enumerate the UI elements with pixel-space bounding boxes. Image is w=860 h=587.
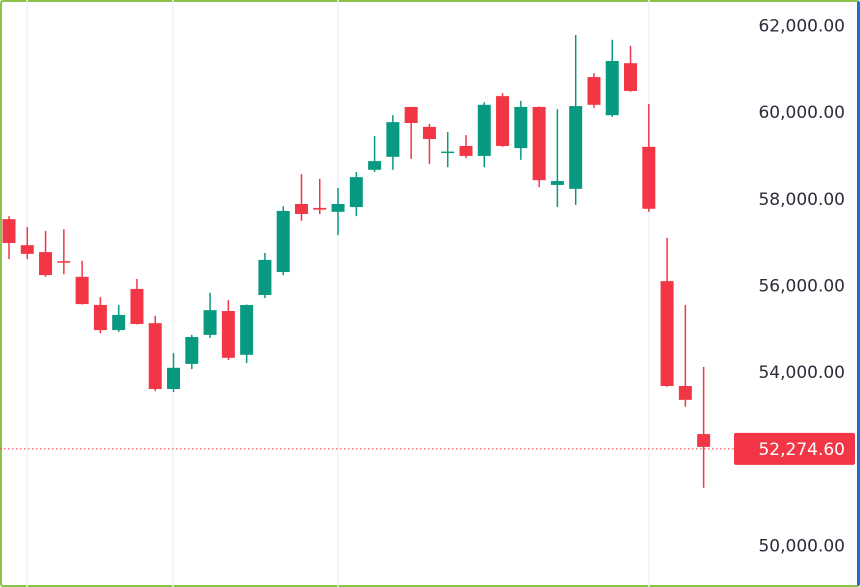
candle-up bbox=[240, 304, 254, 364]
candle-body bbox=[112, 314, 126, 331]
candle-down bbox=[422, 123, 436, 165]
candle-up bbox=[386, 115, 400, 170]
candle-down bbox=[2, 216, 16, 260]
last-price-box bbox=[734, 432, 855, 465]
candle-body bbox=[386, 122, 400, 157]
grid-lines bbox=[26, 0, 650, 587]
candle-down bbox=[130, 278, 144, 325]
candle-body bbox=[148, 323, 162, 390]
candle-body bbox=[203, 310, 217, 335]
candle-up bbox=[569, 35, 583, 205]
last-price-badge: 52,274.60 bbox=[734, 432, 855, 465]
last-price-label: 52,274.60 bbox=[758, 440, 845, 460]
candle-body bbox=[624, 63, 638, 91]
candle-up bbox=[167, 353, 181, 393]
candle-up bbox=[605, 39, 619, 117]
candle-up bbox=[550, 109, 564, 208]
candle-up bbox=[258, 252, 272, 299]
candle-down bbox=[294, 174, 308, 221]
candle-down bbox=[20, 226, 34, 260]
candle-body bbox=[404, 106, 418, 123]
candle-down bbox=[93, 297, 107, 334]
candle-body bbox=[368, 161, 382, 170]
y-tick-label: 56,000.00 bbox=[758, 276, 845, 296]
price-axis[interactable]: 62,000.00 60,000.00 58,000.00 56,000.00 … bbox=[758, 17, 845, 557]
candle-up bbox=[514, 100, 528, 160]
candle-down bbox=[532, 106, 546, 188]
y-tick-label: 58,000.00 bbox=[758, 190, 845, 210]
y-tick-label: 60,000.00 bbox=[758, 103, 845, 123]
candle-body bbox=[167, 367, 181, 390]
candle-body bbox=[313, 207, 327, 210]
candle-body bbox=[678, 385, 692, 400]
candle-down bbox=[57, 229, 71, 275]
y-tick-label: 50,000.00 bbox=[758, 536, 845, 556]
candle-body bbox=[697, 434, 711, 447]
candle-down bbox=[221, 300, 235, 360]
candle-body bbox=[569, 106, 583, 189]
candle-down bbox=[404, 106, 418, 159]
candle-body bbox=[587, 77, 601, 105]
candle-down bbox=[642, 103, 656, 212]
candle-body bbox=[294, 204, 308, 214]
candle-body bbox=[258, 259, 272, 295]
candle-up bbox=[477, 102, 491, 168]
candle-body bbox=[441, 151, 455, 154]
candle-body bbox=[532, 106, 546, 181]
candle-up bbox=[441, 132, 455, 168]
y-tick-label: 54,000.00 bbox=[758, 363, 845, 383]
candles bbox=[2, 35, 711, 488]
candle-down bbox=[39, 230, 53, 277]
candle-down bbox=[496, 93, 510, 147]
candle-body bbox=[459, 145, 473, 156]
candle-body bbox=[550, 181, 564, 185]
candle-down bbox=[624, 45, 638, 92]
candle-body bbox=[39, 252, 53, 276]
candle-body bbox=[660, 281, 674, 386]
candle-body bbox=[605, 61, 619, 116]
candle-up bbox=[349, 171, 363, 217]
candle-body bbox=[331, 204, 345, 212]
candle-down bbox=[459, 135, 473, 159]
candle-body bbox=[93, 304, 107, 331]
candle-body bbox=[514, 106, 528, 149]
candle-down bbox=[75, 260, 89, 305]
candle-body bbox=[477, 104, 491, 156]
candle-body bbox=[240, 304, 254, 355]
candle-body bbox=[276, 210, 290, 273]
candle-down bbox=[148, 315, 162, 392]
candle-down bbox=[587, 73, 601, 108]
candle-up bbox=[203, 292, 217, 338]
candle-body bbox=[2, 219, 16, 244]
candle-body bbox=[130, 288, 144, 325]
candle-body bbox=[185, 337, 199, 364]
candle-body bbox=[349, 177, 363, 208]
candle-body bbox=[221, 311, 235, 358]
candle-body bbox=[20, 245, 34, 254]
candle-up bbox=[185, 334, 199, 370]
candle-body bbox=[496, 96, 510, 146]
candle-up bbox=[276, 206, 290, 276]
candle-up bbox=[368, 135, 382, 172]
candle-down bbox=[313, 178, 327, 214]
candle-body bbox=[422, 126, 436, 140]
candle-down bbox=[678, 304, 692, 407]
candle-body bbox=[57, 261, 71, 263]
candle-body bbox=[642, 146, 656, 209]
candle-down bbox=[660, 237, 674, 387]
candle-body bbox=[75, 276, 89, 305]
y-tick-label: 62,000.00 bbox=[758, 17, 845, 37]
candle-up bbox=[331, 187, 345, 236]
candle-down bbox=[697, 366, 711, 488]
candle-up bbox=[112, 304, 126, 332]
